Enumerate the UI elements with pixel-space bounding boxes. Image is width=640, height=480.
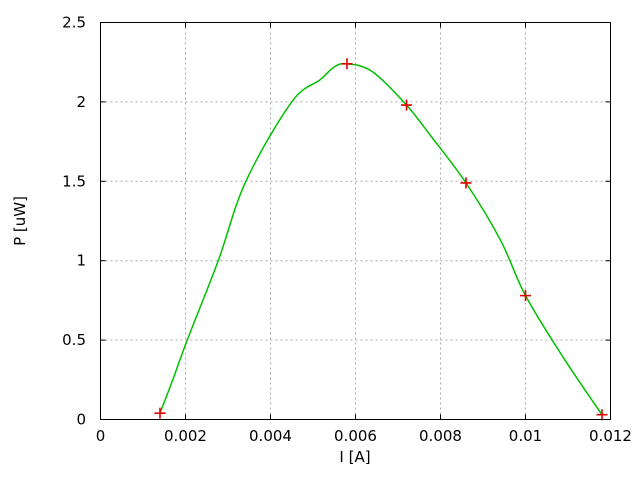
plus-marker xyxy=(154,407,166,419)
x-tick-label: 0.004 xyxy=(249,427,292,445)
plot-border xyxy=(100,22,611,420)
y-tick-label: 2 xyxy=(76,93,86,111)
x-tick-label: 0.006 xyxy=(334,427,377,445)
tick-marks xyxy=(100,22,611,420)
y-tick-label: 1 xyxy=(76,252,86,270)
y-tick-label: 0 xyxy=(76,411,86,429)
plus-marker xyxy=(401,99,412,111)
plus-marker xyxy=(460,177,472,189)
plus-marker xyxy=(520,290,531,302)
x-tick-label: 0 xyxy=(96,427,106,445)
plus-marker xyxy=(596,409,608,421)
plus-marker xyxy=(341,58,353,70)
x-tick-label: 0.01 xyxy=(509,427,542,445)
x-tick-label: 0.012 xyxy=(589,427,632,445)
x-axis-title: I [A] xyxy=(339,448,370,466)
curve-power-curve xyxy=(159,62,603,416)
gridlines xyxy=(100,22,611,420)
data-series xyxy=(154,58,608,421)
y-tick-label: 2.5 xyxy=(62,14,86,32)
y-axis-title: P [uW] xyxy=(11,196,29,246)
tick-labels: 0 0.002 0.004 0.006 0.008 0.01 0.012 0 0.5 1 1.5 2 2… xyxy=(62,14,632,446)
y-tick-label: 1.5 xyxy=(62,172,86,190)
x-tick-label: 0.008 xyxy=(419,427,462,445)
x-tick-label: 0.002 xyxy=(164,427,207,445)
y-tick-label: 0.5 xyxy=(62,331,86,349)
